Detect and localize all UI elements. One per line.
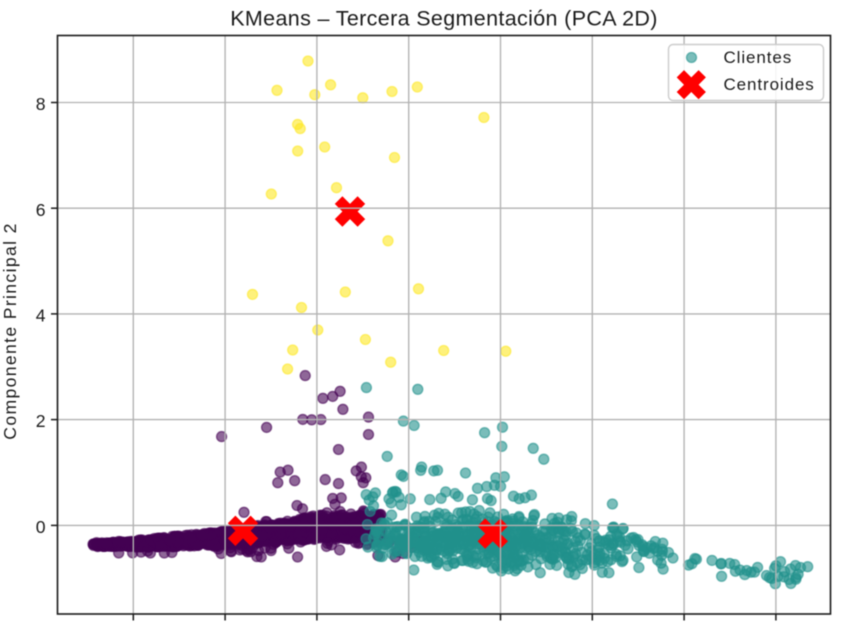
svg-text:4: 4	[36, 306, 46, 326]
svg-text:Centroides: Centroides	[724, 75, 815, 94]
svg-text:8: 8	[36, 94, 46, 114]
svg-text:6: 6	[36, 200, 46, 220]
svg-text:Clientes: Clientes	[724, 48, 793, 67]
svg-text:Componente Principal 2: Componente Principal 2	[0, 222, 20, 439]
svg-text:KMeans – Tercera Segmentación: KMeans – Tercera Segmentación (PCA 2D)	[230, 7, 658, 31]
svg-text:0: 0	[36, 517, 46, 537]
svg-text:2: 2	[36, 411, 46, 431]
